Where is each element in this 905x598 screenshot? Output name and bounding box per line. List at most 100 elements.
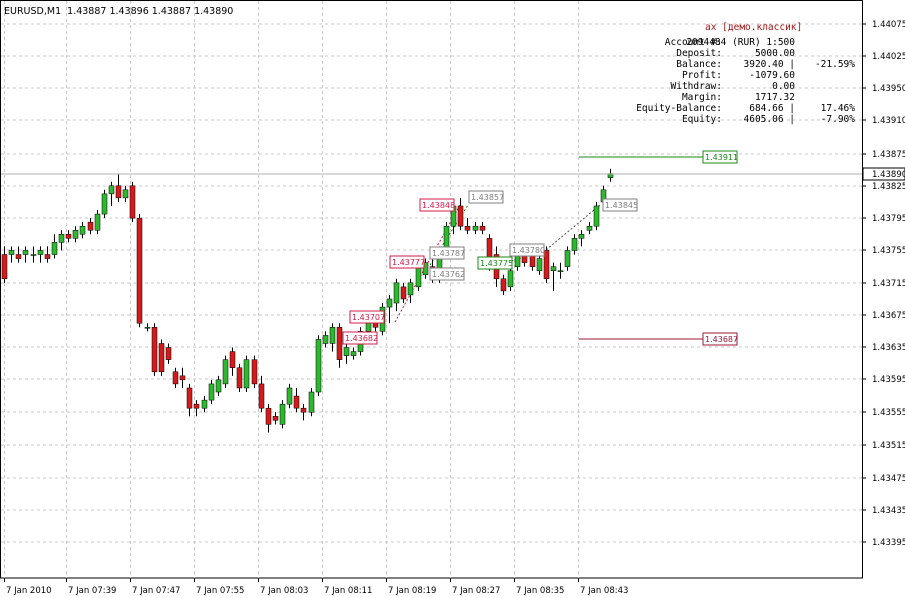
candle-body: [215, 379, 222, 393]
trade-label-text: 1.43777: [392, 258, 425, 267]
candle-body: [44, 254, 51, 259]
time-tick-label: 7 Jan 08:43: [580, 586, 628, 596]
candle-body: [350, 351, 357, 356]
candle: [400, 282, 407, 304]
candle: [593, 201, 600, 231]
candle: [422, 258, 429, 279]
trade-label-box: [419, 198, 455, 212]
candle-body: [37, 250, 44, 255]
price-tick-label: 1.43555: [872, 408, 905, 418]
candle-body: [265, 407, 272, 425]
trade-label: 1.43775: [477, 256, 513, 270]
candle: [94, 210, 101, 235]
candle-body: [101, 193, 108, 215]
price-tick-label: 1.43795: [872, 214, 905, 224]
candle-body: [172, 371, 179, 385]
candle-body: [564, 250, 571, 267]
candle: [308, 387, 315, 417]
candle-body: [129, 185, 136, 219]
candle: [79, 222, 86, 239]
candle: [129, 181, 136, 223]
candle: [578, 230, 585, 247]
candle-body: [51, 242, 58, 255]
candle-body: [586, 225, 593, 231]
price-tick-label: 1.43910: [872, 116, 905, 126]
candle-body: [165, 347, 172, 360]
candle-body: [571, 238, 578, 251]
price-tick-label: 1.43825: [872, 182, 905, 192]
candle-body: [286, 387, 293, 405]
price-tick-label: 1.43435: [872, 506, 905, 516]
candle: [165, 343, 172, 364]
candle-body: [372, 323, 379, 328]
candle-body: [201, 399, 208, 409]
price-tick-label: 1.43475: [872, 474, 905, 484]
candle: [193, 400, 200, 417]
time-axis: 7 Jan 2010 7 Jan 07:39 7 Jan 07:47 7 Jan 07…: [4, 578, 628, 596]
candle: [158, 339, 165, 376]
candle: [51, 234, 58, 259]
candle: [30, 246, 37, 263]
candle: [108, 181, 115, 206]
candle: [293, 387, 300, 413]
candle-body: [593, 205, 600, 227]
candle: [464, 218, 471, 235]
candle-body: [151, 327, 158, 373]
candle: [322, 331, 329, 348]
candle-body: [272, 416, 279, 421]
candle-body: [500, 278, 507, 292]
candle-body: [136, 217, 143, 324]
candle-body: [144, 327, 151, 329]
candle-body: [550, 266, 557, 271]
trade-lines: [394, 204, 601, 323]
candle: [37, 246, 44, 263]
candle-body: [386, 298, 393, 308]
trade-label-text: 1.43682: [345, 334, 378, 343]
candle: [550, 262, 557, 291]
current-price-label: 1.43890: [872, 170, 905, 180]
price-tick-label: 1.43515: [872, 441, 905, 451]
candle-body: [122, 189, 129, 199]
candle: [571, 234, 578, 255]
trade-label: 1.43845: [602, 198, 638, 212]
trade-label: 1.43762: [429, 267, 465, 281]
candle: [279, 400, 286, 429]
candle: [215, 375, 222, 397]
candle: [8, 246, 15, 263]
candle-body: [87, 221, 94, 231]
trade-label: 1.43682: [342, 331, 378, 345]
candle: [151, 323, 158, 376]
candle-body: [22, 250, 29, 255]
candle: [265, 404, 272, 433]
time-tick-label: 7 Jan 2010: [6, 586, 52, 596]
price-tick-label: 1.43635: [872, 343, 905, 353]
candle: [472, 222, 479, 235]
candle-body: [236, 367, 243, 389]
candle: [507, 266, 514, 291]
candle: [87, 218, 94, 235]
candle-body: [30, 254, 37, 256]
candle: [229, 347, 236, 376]
price-tick-label: 1.43715: [872, 279, 905, 289]
candle: [72, 226, 79, 243]
candle-body: [186, 387, 193, 409]
candle: [186, 383, 193, 417]
candle: [144, 323, 151, 332]
candle: [393, 278, 400, 312]
candle: [543, 246, 550, 283]
time-tick-label: 7 Jan 08:27: [452, 586, 500, 596]
trade-label-text: 1.43845: [605, 201, 638, 210]
candle-body: [8, 250, 15, 255]
candle-body: [58, 234, 65, 243]
candle-body: [578, 234, 585, 239]
trade-label-box: [509, 243, 545, 257]
candle-body: [557, 270, 564, 272]
candle-body: [94, 213, 101, 231]
chart-frame: [0, 0, 863, 579]
trade-label-box: [349, 310, 385, 324]
candle: [172, 367, 179, 388]
candle-body: [179, 375, 186, 381]
candle-body: [393, 282, 400, 304]
candle-body: [251, 359, 258, 385]
